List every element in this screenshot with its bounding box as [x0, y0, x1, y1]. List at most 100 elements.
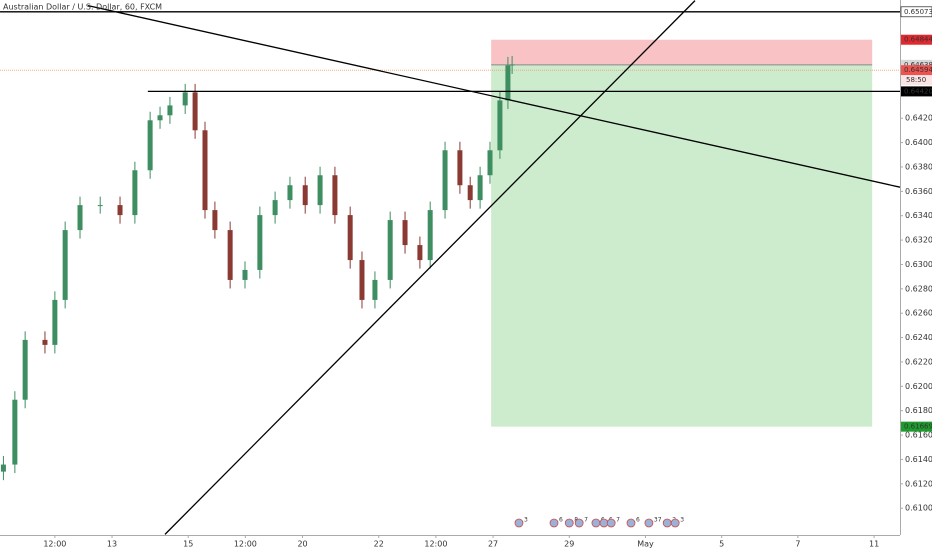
event-count: 6: [636, 517, 640, 524]
candle-body: [442, 150, 448, 211]
candle-body: [227, 230, 233, 280]
x-tick-label: 13: [107, 540, 117, 549]
x-tick-label: 27: [488, 540, 498, 549]
candle-body: [427, 210, 433, 261]
event-icon: [564, 518, 574, 528]
event-count: 7: [584, 517, 588, 524]
x-tick-label: 12:00: [43, 540, 66, 549]
event-icon: [599, 518, 609, 528]
candle-body: [317, 175, 323, 206]
event-icon: [549, 518, 559, 528]
candle-body: [62, 230, 68, 300]
event-icon: [644, 518, 654, 528]
event-icon: [606, 518, 616, 528]
candle-body: [372, 279, 378, 300]
chart-title: Australian Dollar / U.S. Dollar, 60, FXC…: [3, 3, 162, 12]
event-icon: [591, 518, 601, 528]
price-label: 0.64844: [904, 36, 932, 44]
price-label-box: [901, 421, 932, 432]
candle-body: [167, 105, 173, 116]
candle-body: [457, 150, 463, 186]
candle-body: [402, 220, 408, 246]
candle-body: [347, 215, 353, 261]
price-label: 0.64594: [904, 66, 932, 74]
countdown: 58:50: [906, 76, 926, 84]
event-count: 7: [616, 517, 620, 524]
stop-zone: [491, 39, 873, 65]
candle-body: [505, 65, 511, 101]
x-tick-label: 12:00: [424, 540, 447, 549]
candle-body: [359, 260, 365, 300]
candle-body: [42, 339, 48, 345]
candle-body: [302, 185, 308, 206]
candle-body: [509, 64, 515, 66]
event-icon: [662, 518, 672, 528]
candle-body: [12, 399, 18, 465]
candle-body: [157, 115, 163, 121]
candle-body: [387, 220, 393, 280]
x-tick-label: 12:00: [234, 540, 257, 549]
trend-line: [164, 0, 696, 535]
y-tick-label: 0.64200: [905, 114, 932, 123]
event-count: 3: [524, 517, 528, 524]
candle-body: [77, 205, 83, 231]
event-count: 37: [654, 517, 662, 524]
candle-body: [487, 150, 493, 176]
price-label-box: [900, 6, 932, 18]
event-count: 6: [559, 517, 563, 524]
x-tick-label: 15: [183, 540, 193, 549]
x-tick-label: 5: [719, 540, 724, 549]
event-icon: [670, 518, 680, 528]
x-tick-label: 7: [795, 540, 800, 549]
candle-body: [147, 120, 153, 171]
price-label: 0.64420: [904, 87, 932, 95]
candle-body: [192, 92, 198, 131]
candle-body: [117, 205, 123, 216]
event-icon: [574, 518, 584, 528]
countdown-box: [901, 75, 932, 86]
price-label-box: [901, 59, 932, 70]
target-zone: [491, 64, 873, 427]
candle-body: [332, 175, 338, 216]
candle-body: [477, 175, 483, 201]
candle-body: [272, 200, 278, 216]
candle-body: [467, 185, 473, 201]
price-label-box: [901, 65, 932, 76]
price-label-box: [901, 86, 932, 97]
x-tick-label: 29: [564, 540, 574, 549]
candle-body: [132, 170, 138, 216]
candle-body: [202, 130, 208, 211]
candle-body: [257, 215, 263, 270]
x-tick-label: May: [637, 540, 654, 549]
price-label: 0.65073: [904, 8, 932, 16]
candle-body: [417, 245, 423, 261]
candle-body: [242, 269, 248, 280]
candle-body: [182, 92, 188, 106]
event-icon: [514, 518, 524, 528]
price-label: 0.64638: [904, 61, 932, 69]
event-count: 3: [680, 517, 684, 524]
x-tick-label: 20: [297, 540, 307, 549]
candle-body: [97, 205, 103, 207]
candle-body: [52, 299, 58, 345]
x-tick-label: 22: [374, 540, 384, 549]
price-label-box: [901, 34, 932, 45]
trend-line: [87, 4, 901, 188]
